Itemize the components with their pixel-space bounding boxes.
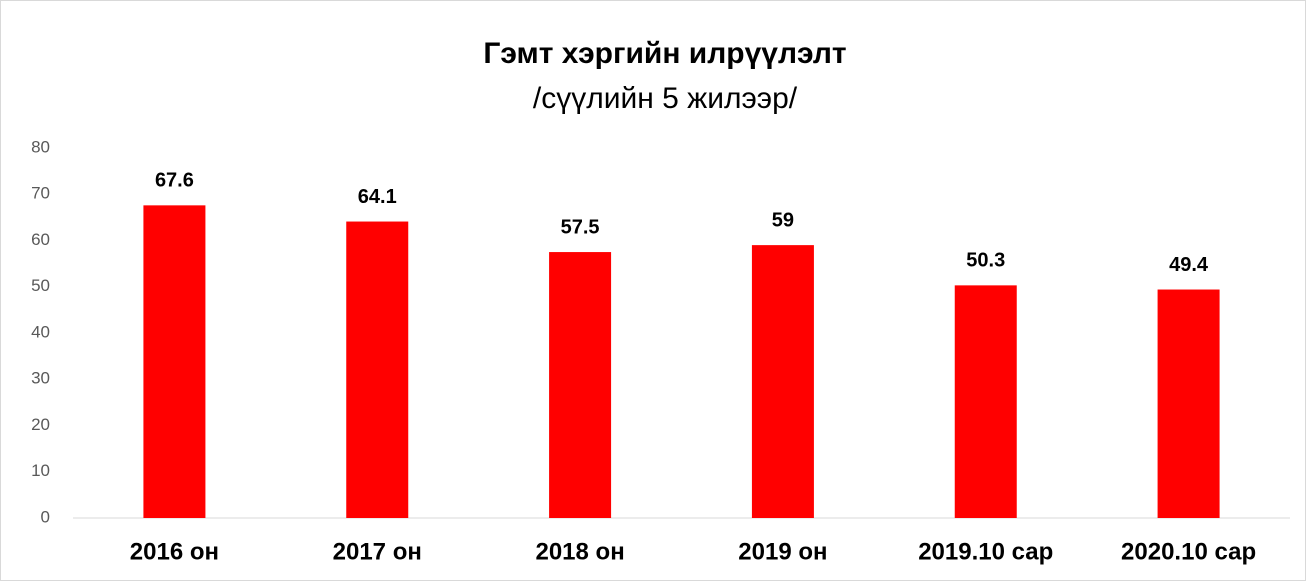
- bar: [1157, 289, 1220, 518]
- bar: [954, 285, 1017, 518]
- x-tick-label: 2018 он: [535, 538, 624, 565]
- bar: [751, 245, 814, 518]
- bar: [549, 252, 612, 518]
- y-tick-label: 10: [31, 461, 50, 480]
- x-tick-label: 2019 он: [738, 538, 827, 565]
- data-label: 49.4: [1169, 254, 1209, 276]
- y-tick-label: 30: [31, 369, 50, 388]
- data-label: 59: [772, 209, 794, 231]
- bar: [143, 205, 206, 518]
- data-label: 64.1: [358, 186, 397, 208]
- y-tick-label: 0: [41, 507, 50, 526]
- data-label: 67.6: [155, 170, 194, 192]
- data-label: 57.5: [561, 216, 600, 238]
- y-tick-label: 60: [31, 230, 50, 249]
- y-tick-label: 40: [31, 322, 50, 341]
- y-tick-label: 70: [31, 184, 50, 203]
- chart-subtitle: /сүүлийн 5 жилээр/: [533, 82, 798, 115]
- y-tick-label: 20: [31, 415, 50, 434]
- data-label: 50.3: [966, 250, 1005, 272]
- x-tick-label: 2017 он: [333, 538, 422, 565]
- x-tick-label: 2016 он: [130, 538, 219, 565]
- y-tick-label: 50: [31, 276, 50, 295]
- y-tick-label: 80: [31, 137, 50, 156]
- x-tick-label: 2020.10 сар: [1121, 538, 1256, 565]
- chart-title: Гэмт хэргийн илрүүлэлт: [483, 37, 846, 70]
- bar: [346, 221, 409, 518]
- x-tick-label: 2019.10 сар: [918, 538, 1053, 565]
